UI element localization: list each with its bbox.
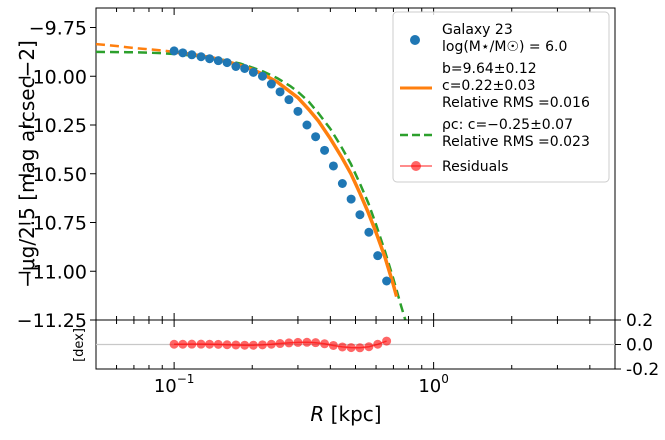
data-point [346, 194, 356, 204]
data-point [248, 67, 258, 77]
residual-point [382, 336, 392, 346]
data-point [311, 132, 321, 142]
residual-point [364, 342, 374, 352]
residual-point [328, 340, 338, 350]
residual-point [196, 339, 206, 349]
x-axis-label-var: R [310, 402, 324, 426]
y-tick-label: −11.00 [17, 261, 87, 283]
residual-y-tick-label: 0.2 [626, 311, 653, 331]
y-tick-label: −10.25 [17, 115, 87, 137]
residual-point [231, 340, 241, 350]
y-tick-label: −9.75 [29, 18, 87, 40]
legend-marker-galaxy [410, 35, 420, 45]
residual-point [275, 339, 285, 349]
x-tick-label-base: 10 [154, 376, 177, 397]
data-point [355, 210, 365, 220]
data-point [320, 145, 330, 155]
data-point [364, 227, 374, 237]
residual-y-tick-label: 0.0 [626, 336, 653, 356]
legend-residuals-label: Residuals [442, 159, 508, 175]
rho-fit-line [96, 50, 407, 320]
main-y-axis: −9.75 −10.00 −10.25 −10.50 −10.75 −11.00 −11.2… [17, 18, 96, 332]
residual-y-tick-label: -0.2 [626, 360, 659, 380]
y-tick-label: −10.00 [17, 66, 87, 88]
residual-point [293, 337, 303, 347]
legend-rho-line1: ρc: c=−0.25±0.07 [442, 117, 573, 133]
residual-point [187, 339, 197, 349]
data-point [373, 251, 383, 261]
residual-y-axis: 0.2 0.0 -0.2 [615, 311, 659, 380]
fit-line-extrapolated [96, 42, 175, 54]
data-point [240, 63, 250, 73]
residual-point [346, 343, 356, 353]
legend-marker-residuals-dot [411, 161, 421, 171]
x-axis-label-unit: [kpc] [324, 402, 381, 426]
residual-point [205, 339, 215, 349]
residual-series-layer [96, 336, 615, 353]
y-tick-label: −11.25 [17, 310, 87, 332]
residual-x-axis: 10−1 100 [95, 320, 616, 397]
data-point [275, 87, 285, 97]
main-x-axis [95, 8, 616, 320]
residual-point [169, 339, 179, 349]
x-tick-label-exponent: 0 [441, 372, 449, 386]
data-point [213, 56, 223, 66]
legend-galaxy-line1: Galaxy 23 [442, 22, 513, 38]
legend-rho-line2: Relative RMS =0.023 [442, 134, 590, 150]
x-tick-label-exponent: −1 [177, 372, 195, 386]
data-point [284, 95, 294, 105]
x-tick-label-base: 10 [418, 376, 441, 397]
data-point [222, 58, 232, 68]
x-axis-label: R [kpc] [310, 402, 381, 426]
residual-point [266, 339, 276, 349]
residual-point [355, 343, 365, 353]
residual-point [178, 339, 188, 349]
y-tick-label: −10.75 [17, 213, 87, 235]
residual-point [337, 342, 347, 352]
y-axis-label: −μg/2.5 [mag arcsec−2] [15, 40, 39, 288]
residual-point [257, 340, 267, 350]
legend-frame [392, 11, 610, 183]
residual-point [240, 340, 250, 350]
residual-panel: 0.20.0-0.2 10−1 100 [dex] [72, 311, 659, 397]
legend-fit-line2: c=0.22±0.03 [442, 78, 536, 94]
data-point [302, 120, 312, 130]
residual-point [222, 340, 232, 350]
data-point [293, 106, 303, 116]
data-point [205, 54, 215, 64]
residual-point [373, 339, 383, 349]
residual-point [284, 338, 294, 348]
legend-fit-line3: Relative RMS =0.016 [442, 95, 590, 111]
data-point [231, 62, 241, 71]
data-point [178, 48, 188, 58]
data-point [196, 52, 206, 62]
data-point [187, 50, 197, 60]
data-point [266, 79, 276, 89]
residual-point [213, 339, 223, 349]
y-tick-label: −10.50 [17, 164, 87, 186]
residual-point [248, 340, 258, 350]
data-point [328, 161, 338, 171]
data-point [169, 46, 179, 56]
data-point [382, 276, 392, 286]
residual-point [302, 337, 312, 347]
x-tick-label: 10−1 [154, 372, 195, 397]
main-series-layer [96, 42, 407, 320]
residual-point [320, 339, 330, 349]
legend-fit-line1: b=9.64±0.12 [442, 61, 537, 77]
x-tick-label: 100 [418, 372, 449, 397]
legend-galaxy-line2: log(M⋆/M☉) = 6.0 [442, 39, 567, 55]
legend: Galaxy 23 log(M⋆/M☉) = 6.0 b=9.64±0.12 c… [392, 11, 610, 183]
residual-y-axis-label: [dex] [72, 328, 87, 362]
data-point [257, 71, 267, 81]
residual-point [311, 338, 321, 348]
data-point [337, 179, 347, 188]
